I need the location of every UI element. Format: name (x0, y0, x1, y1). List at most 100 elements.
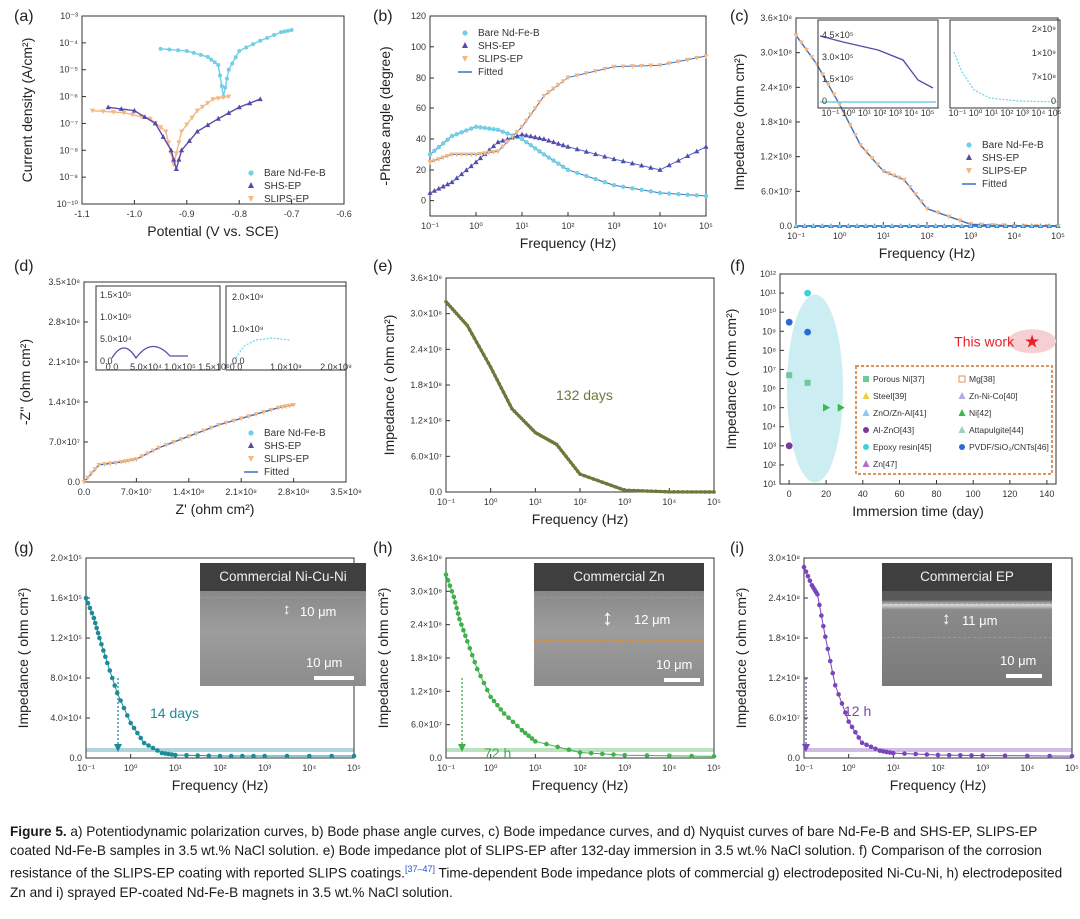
data-point (468, 163, 474, 169)
legend-swatch (958, 426, 966, 433)
data-point (158, 125, 164, 131)
x-tick-label: 10³ (258, 763, 271, 773)
data-point (217, 73, 222, 78)
data-point (675, 157, 681, 163)
legend-label: SLIPS-EP (478, 54, 523, 65)
data-point (481, 352, 486, 357)
data-point (689, 490, 694, 494)
x-tick-label: 10⁵ (707, 763, 721, 773)
panel-g: 10⁻¹ 10⁰ 10¹ 10² 10³ 10⁴ 10⁵ 0.0 4.0×10⁴ 8.0×10⁴ 1… (0, 540, 361, 820)
data-point (605, 481, 609, 486)
data-point (103, 654, 108, 660)
data-point (131, 107, 137, 113)
data-point (519, 416, 524, 421)
legend-label: Bare Nd-Fe-B (264, 428, 326, 439)
data-point (467, 327, 472, 332)
this-work-highlight (1008, 329, 1057, 354)
data-point (526, 423, 531, 428)
data-point (560, 79, 566, 85)
data-point (491, 127, 496, 132)
x-tick-label: 1.4×10⁸ (173, 487, 205, 497)
legend-label: SHS-EP (478, 41, 516, 52)
data-point (486, 150, 492, 156)
data-point (703, 193, 709, 199)
x-tick-label: 10² (213, 763, 226, 773)
y-tick-label: 60 (416, 103, 426, 113)
data-point (472, 336, 477, 340)
data-point (286, 28, 291, 33)
data-point (470, 332, 474, 336)
inset-y-tick: 1.0×10⁹ (232, 324, 264, 334)
caption-reference[interactable]: [37–47] (404, 864, 435, 874)
data-point (842, 112, 848, 118)
inset-y-tick: 1.0×10⁵ (100, 312, 132, 322)
data-point (279, 405, 285, 410)
data-point (667, 753, 672, 759)
data-point (495, 377, 499, 382)
y-tick-label: 20 (416, 165, 426, 175)
data-point (703, 490, 707, 494)
legend-swatch (462, 30, 468, 36)
series-line (429, 55, 707, 163)
x-tick-label: -1.1 (74, 209, 90, 219)
data-point (694, 193, 699, 198)
data-point (565, 75, 571, 81)
data-point (532, 106, 538, 112)
data-point (178, 147, 185, 153)
data-point (176, 140, 182, 146)
data-point (600, 751, 605, 757)
legend-label: SLIPS-EP (264, 454, 309, 465)
y-tick-label: 1.2×10⁸ (410, 686, 442, 696)
x-tick-label: 10⁴ (653, 221, 667, 231)
y-tick-label: 1.2×10⁵ (50, 633, 82, 643)
x-tick-label: 10² (920, 231, 933, 241)
data-point (846, 719, 851, 724)
data-point (474, 340, 479, 344)
data-point (522, 730, 528, 736)
data-point (454, 175, 460, 181)
data-point (831, 92, 837, 98)
legend-swatch (958, 392, 966, 399)
data-point (443, 572, 449, 577)
data-point (510, 406, 514, 411)
coating-top-line (200, 597, 366, 598)
y-tick-label: 10⁹ (762, 326, 776, 336)
data-point (456, 314, 461, 318)
data-point (602, 153, 608, 159)
x-axis-label: Z' (ohm cm²) (176, 501, 255, 517)
legend-swatch (966, 142, 972, 148)
data-point (173, 166, 179, 172)
data-point (152, 120, 158, 126)
data-point (703, 54, 709, 59)
y-tick-label: 100 (411, 42, 426, 52)
caption-figure-number: Figure 5. (10, 824, 67, 839)
data-point (559, 448, 564, 453)
data-point (91, 615, 97, 621)
data-point (450, 307, 455, 311)
data-point (869, 156, 875, 161)
y-axis-label: -Z'' (ohm cm²) (17, 339, 33, 425)
data-point (110, 110, 117, 115)
legend-swatch (462, 56, 468, 62)
data-point (815, 592, 820, 597)
data-point (95, 630, 101, 636)
data-point (463, 633, 468, 639)
data-point (193, 431, 199, 437)
data-point (247, 100, 253, 106)
x-tick-label: 10⁵ (707, 497, 721, 507)
data-point (856, 735, 862, 740)
data-point (128, 720, 133, 726)
legend-swatch (966, 168, 972, 174)
data-point (186, 434, 192, 440)
x-tick-label: 10⁰ (124, 763, 138, 773)
y-tick-label: 0.0 (67, 477, 80, 487)
y-axis-label: Impedance ( ohm cm²) (15, 588, 31, 729)
data-point (517, 414, 521, 418)
data-point (864, 224, 868, 228)
y-tick-label: 0.0 (429, 753, 442, 763)
data-point (611, 64, 617, 70)
x-tick-label: 10⁻¹ (421, 221, 439, 231)
data-point (526, 733, 531, 739)
annotation-time: 14 days (150, 705, 199, 721)
data-point (307, 753, 312, 759)
